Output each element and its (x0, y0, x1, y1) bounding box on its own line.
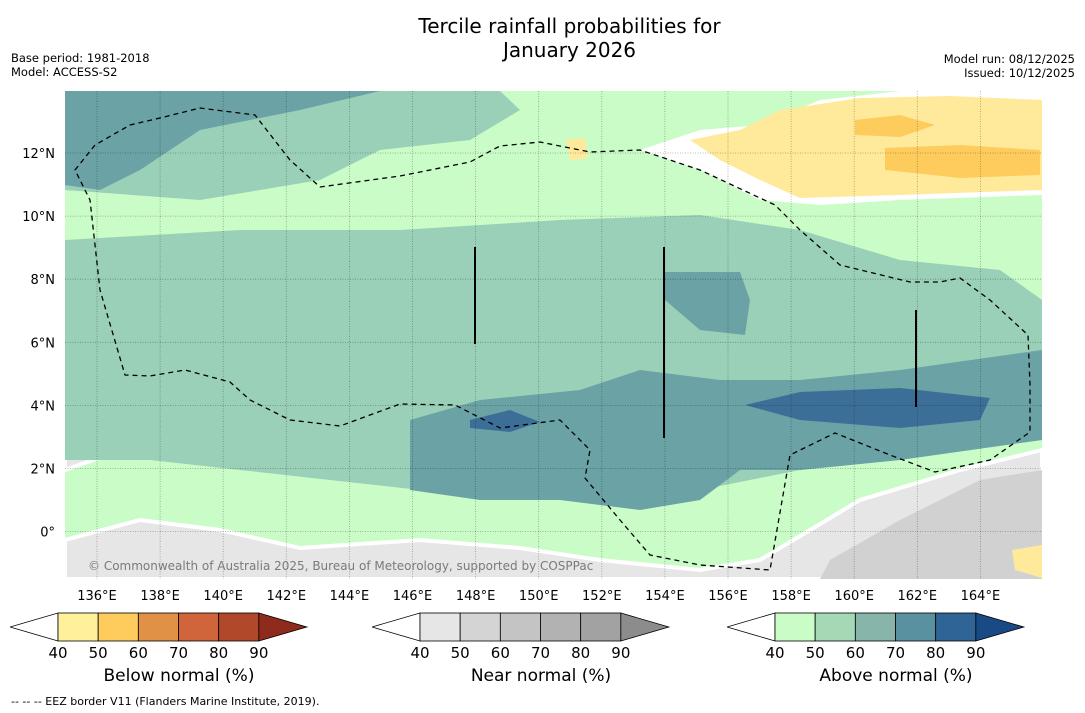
x-tick-label: 144°E (330, 589, 370, 604)
colorbar-tick: 70 (886, 644, 905, 662)
x-tick-label: 152°E (582, 589, 622, 604)
above-80-patch (470, 410, 540, 432)
meta-left: Base period: 1981-2018 Model: ACCESS-S2 (11, 51, 150, 79)
y-tick-label: 12°N (22, 147, 55, 162)
colorbar-segment (419, 612, 461, 642)
below-50-southeast (1012, 545, 1042, 578)
colorbar-tick: 90 (611, 644, 630, 662)
colorbar-tick: 60 (846, 644, 865, 662)
colorbar-high-arrow (975, 612, 1026, 642)
colorbar-below-svg: 40 50 60 70 80 90 (8, 612, 309, 662)
colorbar-segment (935, 612, 977, 642)
eez-border (74, 107, 1031, 571)
colorbar-tick: 50 (451, 644, 470, 662)
colorbar-tick: 80 (571, 644, 590, 662)
y-tick-label: 2°N (31, 463, 56, 478)
colorbar-low-arrow (8, 612, 59, 642)
colorbar-segment (814, 612, 856, 642)
title-line-1: Tercile rainfall probabilities for (418, 14, 721, 38)
x-tick-label: 136°E (77, 589, 117, 604)
colorbar-tick: 70 (169, 644, 188, 662)
colorbar-segment (459, 612, 501, 642)
colorbar-segment (137, 612, 179, 642)
colorbar-segment (580, 612, 622, 642)
colorbar-segment (97, 612, 139, 642)
colorbar-tick: 40 (765, 644, 784, 662)
colorbar-segment (540, 612, 582, 642)
colorbar-segment (499, 612, 541, 642)
x-tick-label: 162°E (898, 589, 938, 604)
x-tick-label: 148°E (456, 589, 496, 604)
colorbar-segment (854, 612, 896, 642)
x-tick-label: 140°E (203, 589, 243, 604)
copyright-text: © Commonwealth of Australia 2025, Bureau… (88, 559, 593, 573)
x-tick-label: 156°E (708, 589, 748, 604)
y-axis-ticks: 12°N 10°N 8°N 6°N 4°N 2°N 0° (22, 147, 55, 541)
colorbar-tick: 50 (806, 644, 825, 662)
y-tick-label: 10°N (22, 210, 55, 225)
y-tick-label: 6°N (31, 336, 56, 351)
colorbar-above: 40 50 60 70 80 90 (725, 610, 1065, 700)
colorbar-near: 40 50 60 70 80 90 (370, 610, 710, 700)
x-tick-label: 164°E (961, 589, 1001, 604)
meta-right: Model run: 08/12/2025 Issued: 10/12/2025 (944, 52, 1075, 80)
colorbar-segment (218, 612, 260, 642)
colorbar-high-arrow (620, 612, 671, 642)
colorbar-below: 40 50 60 70 80 90 (8, 610, 348, 700)
below-60-patch-1 (855, 115, 935, 137)
colorbar-segment (178, 612, 220, 642)
colorbar-segment (774, 612, 816, 642)
colorbar-tick: 90 (249, 644, 268, 662)
x-axis-ticks: 136°E 138°E 140°E 142°E 144°E 146°E 148°E 150°E… (77, 589, 1000, 604)
x-tick-label: 160°E (834, 589, 874, 604)
forecast-map: 136°E 138°E 140°E 142°E 144°E 146°E 148°E 150°E… (22, 91, 1042, 604)
issued-date: Issued: 10/12/2025 (964, 66, 1075, 80)
x-tick-label: 154°E (645, 589, 685, 604)
model-name: Model: ACCESS-S2 (11, 65, 118, 79)
colorbar-tick: 80 (926, 644, 945, 662)
model-run: Model run: 08/12/2025 (943, 52, 1075, 66)
graticule (65, 91, 1042, 579)
colorbar-low-arrow (370, 612, 421, 642)
colorbar-tick: 60 (491, 644, 510, 662)
title-line-2: January 2026 (502, 38, 637, 62)
map-fill-layer (65, 91, 1042, 579)
below-60-patch-2 (885, 145, 1040, 178)
x-tick-label: 142°E (267, 589, 307, 604)
above-70-northwest (65, 91, 380, 190)
colorbar-tick: 70 (531, 644, 550, 662)
colorbar-near-label: Near normal (%) (470, 666, 612, 686)
colorbar-tick: 80 (209, 644, 228, 662)
x-tick-label: 146°E (393, 589, 433, 604)
colorbar-high-arrow (258, 612, 309, 642)
base-period: Base period: 1981-2018 (11, 51, 150, 65)
colorbar-tick: 90 (966, 644, 985, 662)
colorbar-low-arrow (725, 612, 776, 642)
x-tick-label: 158°E (771, 589, 811, 604)
above-80-band (745, 388, 990, 428)
colorbar-above-svg: 40 50 60 70 80 90 (725, 612, 1026, 662)
colorbar-above-label: Above normal (%) (819, 666, 973, 686)
colorbar-tick: 40 (48, 644, 67, 662)
colorbar-segment (895, 612, 937, 642)
colorbar-near-svg: 40 50 60 70 80 90 (370, 612, 671, 662)
near-normal-south (65, 447, 1042, 579)
y-tick-label: 8°N (31, 273, 56, 288)
colorbar-tick: 50 (89, 644, 108, 662)
colorbar-tick: 60 (129, 644, 148, 662)
y-tick-label: 0° (40, 526, 55, 541)
colorbar-below-label: Below normal (%) (103, 666, 255, 686)
near-normal-60 (820, 470, 1042, 579)
x-tick-label: 150°E (519, 589, 559, 604)
chart-title: Tercile rainfall probabilities for Janua… (0, 14, 1085, 62)
colorbar-segment (57, 612, 99, 642)
y-tick-label: 4°N (31, 399, 56, 414)
x-tick-label: 138°E (140, 589, 180, 604)
eez-legend-note: -- -- -- EEZ border V11 (Flanders Marine… (11, 695, 320, 708)
colorbar-tick: 40 (410, 644, 429, 662)
above-70-east (665, 272, 750, 335)
